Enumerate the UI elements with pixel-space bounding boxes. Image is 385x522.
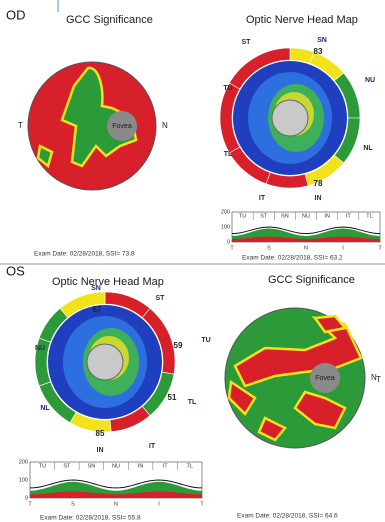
sector-label: TL	[366, 213, 372, 219]
sector-value: 87	[93, 305, 102, 314]
x-tick-label: S	[71, 501, 75, 507]
side-label: T	[18, 121, 23, 130]
sector-label: SN	[91, 285, 101, 292]
sector-label: ST	[63, 463, 71, 469]
sector-label: IN	[315, 195, 322, 202]
sector-label: IN	[324, 213, 330, 219]
sector-label: IN	[97, 447, 104, 454]
optic-disc	[272, 100, 308, 136]
sector-label: TU	[223, 85, 232, 92]
sector-label: ST	[260, 213, 268, 219]
exam-date: Exam Date: 02/28/2018, SSI= 64.6	[237, 513, 338, 520]
sector-label: NU	[35, 345, 45, 352]
sector-label: IT	[149, 443, 156, 450]
side-label: N	[162, 121, 168, 130]
sector-label: NU	[365, 77, 375, 84]
eye-label: OD	[6, 7, 26, 22]
panel-title: GCC Significance	[66, 14, 153, 26]
panel-title: Optic Nerve Head Map	[52, 276, 164, 288]
sector-label: TU	[39, 463, 46, 469]
sector-label: TL	[224, 151, 233, 158]
y-tick-label: 100	[19, 477, 28, 483]
sector-label: TU	[239, 213, 246, 219]
page: {"od": {"label": "OD", "gcc": {"title": …	[0, 0, 385, 522]
sector-label: ST	[156, 295, 166, 302]
sector-label: TL	[187, 463, 193, 469]
sector-value: 78	[314, 179, 323, 188]
sector-label: ST	[242, 39, 252, 46]
exam-date: Exam Date: 02/28/2018, SSI= 55.8	[40, 515, 141, 522]
sector-label: NU	[112, 463, 120, 469]
sector-value: 51	[168, 393, 177, 402]
sector-label: NL	[40, 405, 50, 412]
report: OD GCC Significance Optic Nerve Head Map…	[0, 0, 385, 522]
fovea-label: Fovea	[112, 123, 132, 130]
sector-label: TU	[201, 337, 210, 344]
sector-label: SN	[317, 37, 327, 44]
y-tick-label: 200	[19, 459, 28, 465]
sector-label: NL	[363, 145, 373, 152]
exam-date: Exam Date: 02/28/2018, SSI= 73.8	[34, 251, 135, 258]
sector-label: IT	[259, 195, 266, 202]
sector-label: NU	[302, 213, 310, 219]
sector-value: 59	[174, 341, 183, 350]
sector-label: IN	[138, 463, 144, 469]
sector-label: IT	[346, 213, 352, 219]
y-tick-label: 100	[221, 224, 230, 230]
x-tick-label: N	[304, 245, 308, 251]
sector-value: 83	[314, 47, 323, 56]
panel-title: GCC Significance	[268, 274, 355, 286]
eye-label: OS	[6, 263, 25, 278]
exam-date: Exam Date: 02/28/2018, SSI= 63.2	[242, 255, 343, 262]
panel-title: Optic Nerve Head Map	[246, 14, 358, 26]
sector-label: IT	[163, 463, 169, 469]
x-tick-label: N	[114, 501, 118, 507]
sector-label: SN	[281, 213, 289, 219]
fovea-label: Fovea	[315, 375, 335, 382]
side-label: T	[376, 375, 381, 384]
sector-label: SN	[88, 463, 96, 469]
sector-label: TL	[188, 399, 197, 406]
optic-disc	[87, 344, 123, 380]
y-tick-label: 200	[221, 209, 230, 215]
x-tick-label: S	[267, 245, 271, 251]
sector-value: 85	[96, 429, 105, 438]
